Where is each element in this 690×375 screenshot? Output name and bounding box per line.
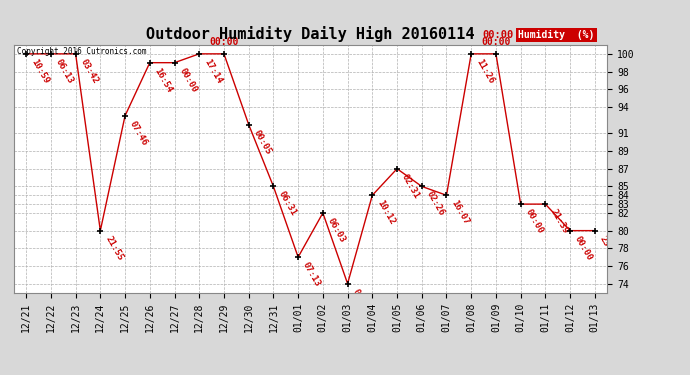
Text: 10:12: 10:12 [375,199,397,226]
Text: 16:54: 16:54 [152,66,174,94]
Text: 06:50: 06:50 [351,287,372,315]
Text: 06:03: 06:03 [326,216,347,244]
Text: 00:00: 00:00 [481,37,511,47]
Text: 03:42: 03:42 [79,57,100,85]
Text: 21:55: 21:55 [104,234,124,262]
Text: 00:00: 00:00 [209,37,239,47]
Text: 17:14: 17:14 [202,57,224,85]
Text: 06:13: 06:13 [54,57,75,85]
Text: 11:26: 11:26 [474,57,495,85]
Text: 00:00: 00:00 [177,66,199,94]
Text: 00:00: 00:00 [573,234,594,262]
Text: 07:13: 07:13 [301,261,322,288]
Text: 07:46: 07:46 [128,119,149,147]
Text: Humidity  (%): Humidity (%) [518,30,595,40]
Text: 06:31: 06:31 [277,190,297,218]
Text: 00:05: 00:05 [252,128,273,156]
Text: 16:07: 16:07 [449,199,471,226]
Text: 02:26: 02:26 [425,190,446,218]
Text: 23:53: 23:53 [598,234,619,262]
Text: 00:00: 00:00 [524,208,545,236]
Text: 21:39: 21:39 [549,208,569,236]
Text: 00:00: 00:00 [482,30,514,40]
Text: Copyright 2016 Cutronics.com: Copyright 2016 Cutronics.com [17,48,146,57]
Title: Outdoor Humidity Daily High 20160114: Outdoor Humidity Daily High 20160114 [146,27,475,42]
Text: 10:59: 10:59 [29,57,50,85]
Text: 02:31: 02:31 [400,172,421,200]
